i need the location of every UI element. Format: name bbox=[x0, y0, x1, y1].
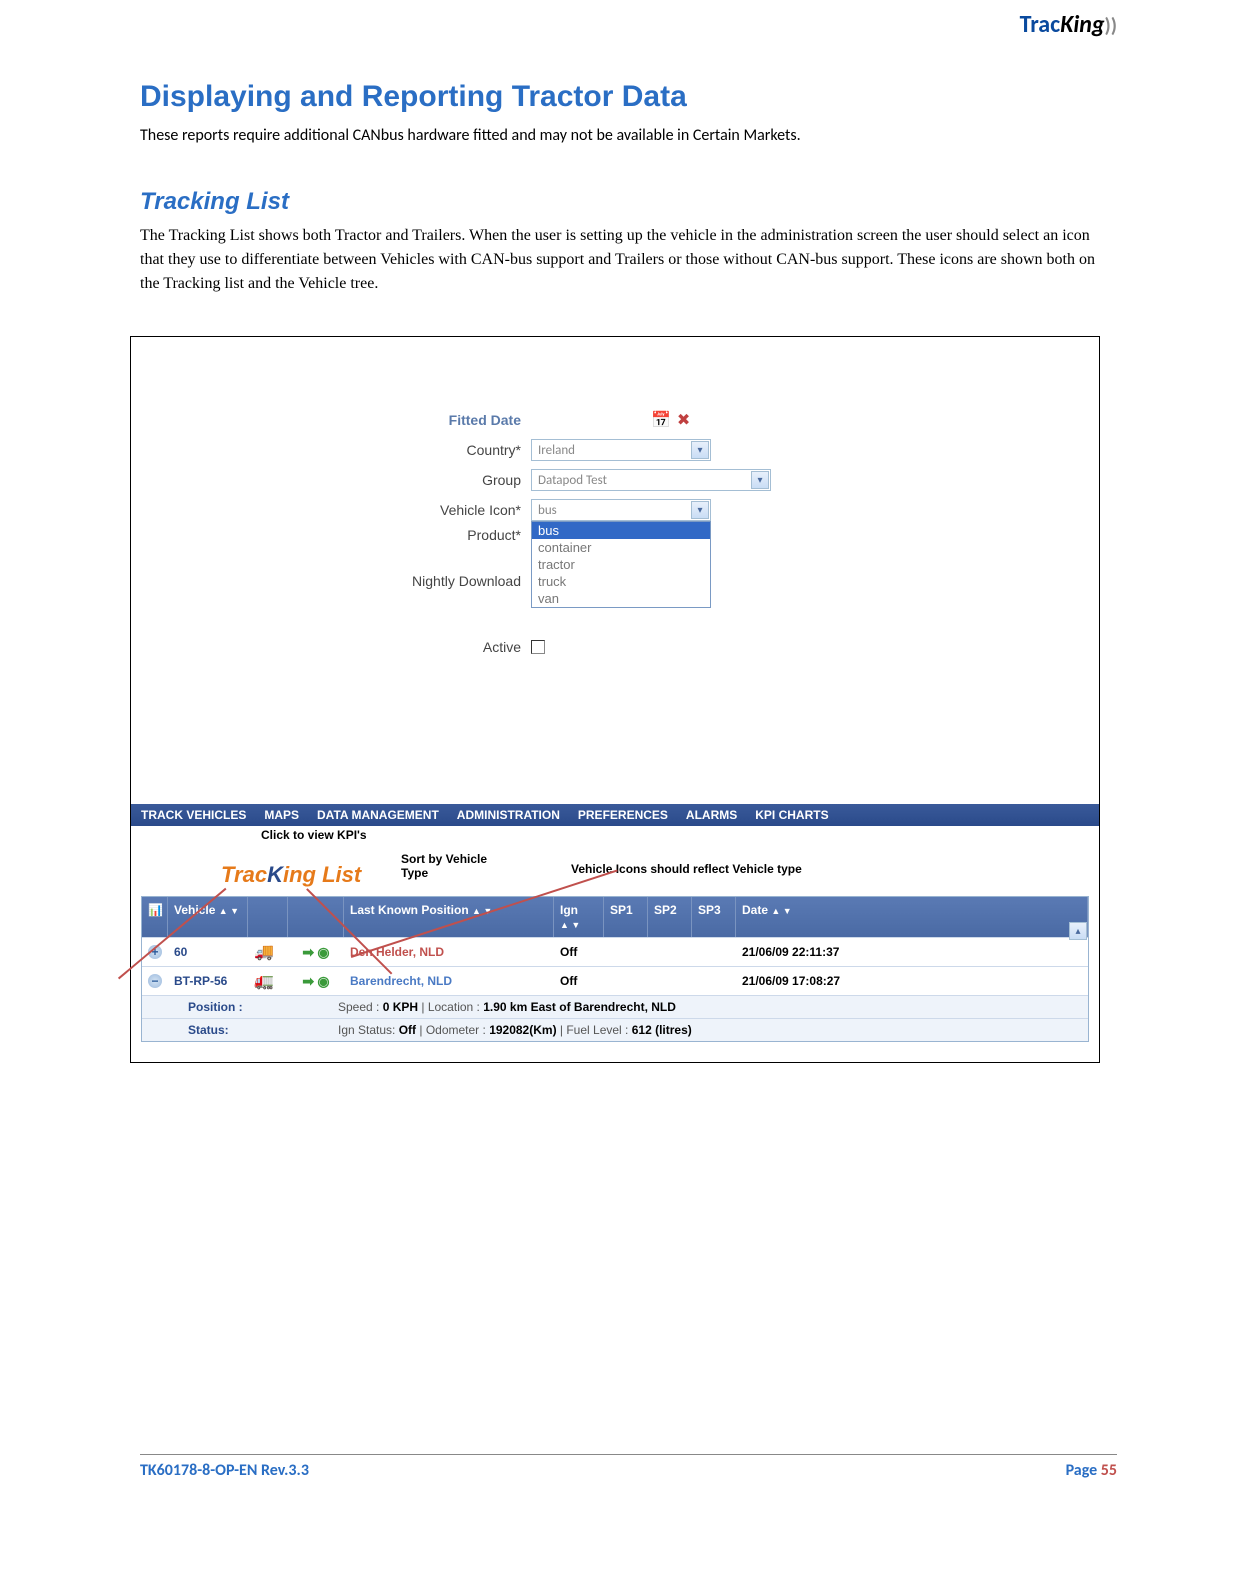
tracking-table: 📊 Vehicle ▲ ▼ Last Known Position ▲ ▼ Ig… bbox=[141, 896, 1089, 1042]
status-icon[interactable]: ◉ bbox=[317, 973, 329, 989]
body-text: The Tracking List shows both Tractor and… bbox=[140, 224, 1117, 296]
arrow-icon[interactable]: ➡ bbox=[302, 973, 314, 989]
header-kpi-icon[interactable]: 📊 bbox=[142, 897, 168, 937]
nav-item[interactable]: TRACK VEHICLES bbox=[141, 808, 246, 822]
product-label: Product* bbox=[131, 527, 531, 543]
detail-position-label: Position : bbox=[148, 1000, 338, 1014]
page-label: Page bbox=[1066, 1461, 1101, 1480]
logo-part2: King bbox=[1060, 10, 1104, 39]
detail-row: Position : Speed : 0 KPH | Location : 1.… bbox=[142, 995, 1088, 1018]
screenshot-frame: Fitted Date 📅 ✖ Country* Ireland ▾ Group… bbox=[130, 336, 1100, 1063]
detail-position-value: Speed : 0 KPH | Location : 1.90 km East … bbox=[338, 1000, 676, 1014]
annotation-sort: Sort by VehicleType bbox=[401, 852, 487, 880]
cell-date: 21/06/09 17:08:27 bbox=[736, 970, 1088, 992]
header-sp2[interactable]: SP2 bbox=[648, 897, 692, 937]
cell-ign: Off bbox=[554, 941, 604, 963]
table-header: 📊 Vehicle ▲ ▼ Last Known Position ▲ ▼ Ig… bbox=[142, 897, 1088, 937]
page-footer: TK60178-8-OP-EN Rev.3.3 Page 55 bbox=[140, 1454, 1117, 1480]
main-nav: TRACK VEHICLES MAPS DATA MANAGEMENT ADMI… bbox=[131, 804, 1099, 826]
truck-icon: 🚛 bbox=[254, 973, 274, 990]
nav-item[interactable]: DATA MANAGEMENT bbox=[317, 808, 439, 822]
group-label: Group bbox=[131, 472, 531, 488]
nav-item[interactable]: PREFERENCES bbox=[578, 808, 668, 822]
header-sp1[interactable]: SP1 bbox=[604, 897, 648, 937]
dropdown-arrow-icon[interactable]: ▾ bbox=[751, 471, 769, 489]
page-title: Displaying and Reporting Tractor Data bbox=[140, 80, 1117, 114]
detail-row: Status: Ign Status: Off | Odometer : 192… bbox=[142, 1018, 1088, 1041]
icon-option[interactable]: bus bbox=[532, 522, 710, 539]
nightly-download-label: Nightly Download bbox=[131, 573, 531, 589]
header-position[interactable]: Last Known Position ▲ ▼ bbox=[344, 897, 554, 937]
arrow-icon[interactable]: ➡ bbox=[302, 944, 314, 960]
group-select[interactable]: Datapod Test ▾ bbox=[531, 469, 771, 491]
page-number: 55 bbox=[1101, 1461, 1117, 1480]
cell-ign: Off bbox=[554, 970, 604, 992]
section-title: Tracking List bbox=[140, 188, 1117, 216]
header-sp3[interactable]: SP3 bbox=[692, 897, 736, 937]
header-icon[interactable] bbox=[248, 897, 288, 937]
brand-logo: TracKing)) bbox=[1020, 10, 1117, 39]
cell-vehicle: BT-RP-56 bbox=[168, 970, 248, 992]
status-icon[interactable]: ◉ bbox=[317, 944, 329, 960]
header-date[interactable]: Date ▲ ▼ bbox=[736, 897, 1088, 937]
admin-form: Fitted Date 📅 ✖ Country* Ireland ▾ Group… bbox=[131, 347, 1099, 804]
table-row[interactable]: + 60 🚚 ➡ ◉ Den Helder, NLD Off 21/06/09 … bbox=[142, 937, 1088, 966]
collapse-icon[interactable]: − bbox=[148, 974, 162, 988]
cell-position[interactable]: Barendrecht, NLD bbox=[350, 974, 452, 988]
logo-waves: )) bbox=[1105, 14, 1117, 38]
country-value: Ireland bbox=[538, 443, 575, 458]
intro-text: These reports require additional CANbus … bbox=[140, 124, 1117, 148]
group-value: Datapod Test bbox=[538, 473, 607, 488]
vehicle-icon-label: Vehicle Icon* bbox=[131, 502, 531, 518]
annotation-kpi: Click to view KPI's bbox=[261, 828, 367, 842]
calendar-icon[interactable]: 📅 bbox=[651, 410, 671, 430]
active-label: Active bbox=[131, 639, 531, 655]
dropdown-arrow-icon[interactable]: ▾ bbox=[691, 501, 709, 519]
truck-icon: 🚚 bbox=[254, 944, 274, 961]
cell-vehicle: 60 bbox=[168, 941, 248, 963]
nav-item[interactable]: MAPS bbox=[264, 808, 299, 822]
doc-id: TK60178-8-OP-EN Rev.3.3 bbox=[140, 1461, 309, 1480]
header-ign[interactable]: Ign▲ ▼ bbox=[554, 897, 604, 937]
icon-option[interactable]: container bbox=[532, 539, 710, 556]
clear-date-icon[interactable]: ✖ bbox=[677, 410, 690, 430]
tracking-list-section: Click to view KPI's Sort by VehicleType … bbox=[131, 826, 1099, 1052]
scroll-up-icon[interactable]: ▴ bbox=[1069, 922, 1087, 940]
detail-status-label: Status: bbox=[148, 1023, 338, 1037]
icon-dropdown-list[interactable]: bus container tractor truck van bbox=[531, 521, 711, 608]
table-row[interactable]: − BT-RP-56 🚛 ➡ ◉ Barendrecht, NLD Off 21… bbox=[142, 966, 1088, 995]
fitted-date-label: Fitted Date bbox=[131, 412, 531, 428]
nav-item[interactable]: ALARMS bbox=[686, 808, 737, 822]
country-select[interactable]: Ireland ▾ bbox=[531, 439, 711, 461]
logo-part1: Trac bbox=[1020, 10, 1061, 39]
dropdown-arrow-icon[interactable]: ▾ bbox=[691, 441, 709, 459]
active-checkbox[interactable] bbox=[531, 640, 545, 654]
nav-item[interactable]: KPI CHARTS bbox=[755, 808, 828, 822]
vehicle-icon-select[interactable]: bus ▾ bbox=[531, 499, 711, 521]
cell-date: 21/06/09 22:11:37 bbox=[736, 941, 1088, 963]
nav-item[interactable]: ADMINISTRATION bbox=[457, 808, 560, 822]
country-label: Country* bbox=[131, 442, 531, 458]
detail-status-value: Ign Status: Off | Odometer : 192082(Km) … bbox=[338, 1023, 692, 1037]
vehicle-icon-value: bus bbox=[538, 503, 557, 518]
